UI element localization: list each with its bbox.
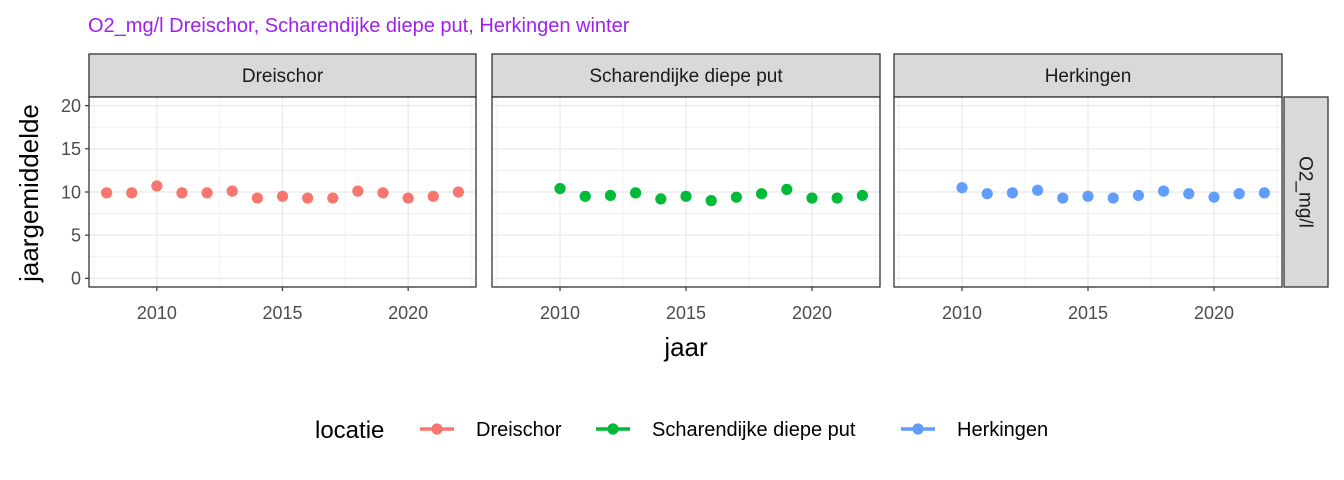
facet-panels: Dreischor Scharendijke diepe put Herkingen bbox=[88, 53, 1283, 288]
legend-item-herkingen: Herkingen bbox=[901, 419, 1048, 441]
data-point-herkingen bbox=[1208, 191, 1220, 203]
x-tick-label: 2015 bbox=[262, 303, 302, 323]
panel-dreischor: Dreischor bbox=[88, 53, 477, 288]
data-point-dreischor bbox=[352, 185, 364, 197]
x-tick-label: 2020 bbox=[1194, 303, 1234, 323]
y-axis-title: jaargemiddelde bbox=[14, 104, 44, 283]
data-point-scharendijke-diepe-put bbox=[730, 191, 742, 203]
y-tick-label: 5 bbox=[71, 225, 81, 245]
data-point-herkingen bbox=[1057, 192, 1069, 204]
data-point-scharendijke-diepe-put bbox=[856, 189, 868, 202]
data-point-scharendijke-diepe-put bbox=[705, 195, 717, 207]
data-point-herkingen bbox=[1107, 192, 1119, 204]
strip-label-scharendijke-diepe-put: Scharendijke diepe put bbox=[589, 66, 783, 87]
y-axis: 0 5 10 15 20 bbox=[61, 96, 89, 289]
data-point-dreischor bbox=[201, 187, 213, 199]
x-tick-label: 2015 bbox=[1068, 303, 1108, 323]
data-point-herkingen bbox=[1183, 188, 1195, 200]
legend-entries: Dreischor Scharendijke diepe put Herkingen bbox=[420, 419, 1048, 441]
data-point-dreischor bbox=[100, 187, 113, 199]
legend-key-point bbox=[607, 423, 619, 435]
legend: locatie Dreischor Scharendijke diepe put H… bbox=[315, 417, 1048, 444]
x-tick-label: 2020 bbox=[388, 303, 428, 323]
legend-item-scharendijke-diepe-put: Scharendijke diepe put bbox=[596, 419, 856, 441]
data-point-scharendijke-diepe-put bbox=[604, 189, 617, 202]
data-point-scharendijke-diepe-put bbox=[579, 190, 591, 202]
x-tick-label: 2015 bbox=[666, 303, 706, 323]
data-point-herkingen bbox=[1132, 189, 1144, 202]
x-axes: 2010 2015 2020 2010 2015 2020 2010 2015 2020 bbox=[137, 287, 1234, 323]
strip-background bbox=[491, 53, 881, 98]
legend-key-point bbox=[431, 423, 443, 435]
strip-background bbox=[88, 53, 477, 98]
data-point-dreischor bbox=[226, 185, 238, 197]
data-point-dreischor bbox=[327, 192, 339, 204]
legend-label: Scharendijke diepe put bbox=[652, 419, 856, 441]
data-point-herkingen bbox=[1032, 184, 1044, 196]
data-point-scharendijke-diepe-put bbox=[755, 188, 768, 200]
panel-herkingen: Herkingen bbox=[893, 53, 1283, 288]
legend-item-dreischor: Dreischor bbox=[420, 419, 562, 441]
data-point-dreischor bbox=[402, 192, 414, 204]
data-point-herkingen bbox=[981, 188, 993, 200]
x-tick-label: 2010 bbox=[137, 303, 177, 323]
data-point-dreischor bbox=[126, 187, 138, 199]
data-point-herkingen bbox=[956, 182, 968, 194]
chart-title: O2_mg/l Dreischor, Scharendijke diepe pu… bbox=[88, 15, 630, 37]
data-point-scharendijke-diepe-put bbox=[554, 182, 566, 195]
strip-label-herkingen: Herkingen bbox=[1045, 66, 1132, 87]
y-tick-label: 10 bbox=[61, 182, 81, 202]
panel-scharendijke-diepe-put: Scharendijke diepe put bbox=[491, 53, 881, 288]
data-point-herkingen bbox=[1157, 185, 1170, 197]
data-point-dreischor bbox=[427, 190, 439, 202]
legend-title: locatie bbox=[315, 417, 384, 444]
y-tick-label: 20 bbox=[61, 96, 81, 116]
legend-label: Herkingen bbox=[957, 419, 1048, 441]
data-point-dreischor bbox=[452, 186, 465, 198]
data-point-herkingen bbox=[1082, 190, 1094, 202]
strip-label-dreischor: Dreischor bbox=[242, 66, 324, 87]
data-point-dreischor bbox=[176, 187, 188, 199]
x-tick-label: 2010 bbox=[942, 303, 982, 323]
data-point-herkingen bbox=[1258, 187, 1270, 199]
y-tick-label: 15 bbox=[61, 139, 81, 159]
data-point-scharendijke-diepe-put bbox=[781, 183, 793, 196]
row-strip-label: O2_mg/l bbox=[1294, 156, 1315, 228]
data-point-herkingen bbox=[1006, 187, 1019, 199]
strip-background bbox=[893, 53, 1283, 98]
data-point-scharendijke-diepe-put bbox=[831, 192, 843, 204]
row-strip: O2_mg/l bbox=[1283, 96, 1329, 288]
x-axis-title: jaar bbox=[663, 332, 708, 362]
x-tick-label: 2020 bbox=[792, 303, 832, 323]
data-point-herkingen bbox=[1233, 188, 1245, 200]
row-strip-background bbox=[1283, 96, 1329, 288]
data-point-dreischor bbox=[377, 187, 389, 199]
legend-label: Dreischor bbox=[476, 419, 562, 441]
data-point-dreischor bbox=[302, 192, 314, 204]
data-point-scharendijke-diepe-put bbox=[630, 187, 642, 199]
data-point-scharendijke-diepe-put bbox=[680, 190, 692, 202]
legend-key-point bbox=[912, 423, 924, 435]
y-tick-label: 0 bbox=[71, 269, 81, 289]
data-point-scharendijke-diepe-put bbox=[655, 193, 667, 205]
data-point-scharendijke-diepe-put bbox=[806, 192, 818, 204]
data-point-dreischor bbox=[276, 190, 289, 202]
x-tick-label: 2010 bbox=[540, 303, 580, 323]
data-point-dreischor bbox=[151, 180, 163, 192]
data-point-dreischor bbox=[251, 192, 263, 204]
